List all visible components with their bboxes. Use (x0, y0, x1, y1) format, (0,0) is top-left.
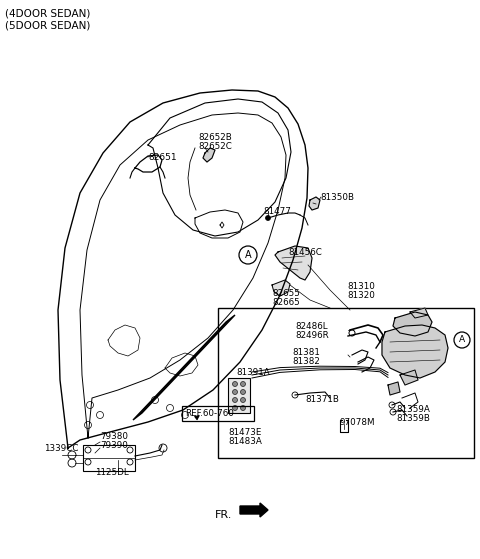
Polygon shape (203, 148, 215, 162)
Circle shape (265, 216, 271, 220)
Circle shape (232, 390, 238, 395)
Text: 81473E: 81473E (228, 428, 262, 437)
Text: 97078M: 97078M (340, 418, 375, 427)
Polygon shape (388, 382, 400, 395)
Text: REF.60-760: REF.60-760 (185, 409, 234, 418)
Text: 79380: 79380 (100, 432, 128, 441)
Circle shape (240, 397, 245, 402)
Text: 82655: 82655 (272, 289, 300, 298)
Text: 81359A: 81359A (396, 405, 430, 414)
Text: 81381: 81381 (292, 348, 320, 357)
Text: 81350B: 81350B (320, 193, 354, 202)
Polygon shape (410, 308, 428, 318)
Text: 1339CC: 1339CC (44, 444, 79, 453)
Circle shape (232, 381, 238, 386)
Text: 81483A: 81483A (228, 437, 262, 446)
Text: 1125DL: 1125DL (95, 468, 129, 477)
Text: 81371B: 81371B (305, 395, 339, 404)
Text: (4DOOR SEDAN): (4DOOR SEDAN) (5, 8, 90, 18)
Text: 81310: 81310 (347, 282, 375, 291)
Bar (83, 445, 135, 471)
Polygon shape (240, 503, 268, 517)
Polygon shape (400, 370, 418, 385)
Text: 82486L: 82486L (295, 322, 328, 331)
Circle shape (240, 390, 245, 395)
Text: 79390: 79390 (100, 441, 128, 450)
Text: 81320: 81320 (347, 291, 375, 300)
Text: 82496R: 82496R (295, 331, 329, 340)
Text: A: A (459, 335, 465, 344)
Text: 81359B: 81359B (396, 414, 430, 423)
Bar (228, 378, 250, 413)
Text: 82652C: 82652C (198, 142, 232, 151)
Text: 82665: 82665 (272, 298, 300, 307)
Text: 82651: 82651 (148, 153, 177, 162)
Bar (218, 308, 474, 458)
Text: 82652B: 82652B (198, 133, 232, 142)
Polygon shape (393, 312, 432, 336)
Text: (5DOOR SEDAN): (5DOOR SEDAN) (5, 20, 90, 30)
Text: 81477: 81477 (263, 207, 291, 216)
Polygon shape (133, 315, 235, 420)
Circle shape (240, 381, 245, 386)
Text: 81391A: 81391A (236, 368, 270, 377)
Polygon shape (272, 280, 290, 296)
Text: FR.: FR. (215, 510, 232, 520)
Circle shape (240, 405, 245, 410)
Circle shape (232, 397, 238, 402)
Polygon shape (382, 325, 448, 378)
Text: 81456C: 81456C (288, 248, 322, 257)
Circle shape (232, 405, 238, 410)
Polygon shape (275, 246, 312, 280)
Text: 81382: 81382 (292, 357, 320, 366)
Polygon shape (309, 197, 320, 210)
Text: A: A (245, 250, 252, 260)
